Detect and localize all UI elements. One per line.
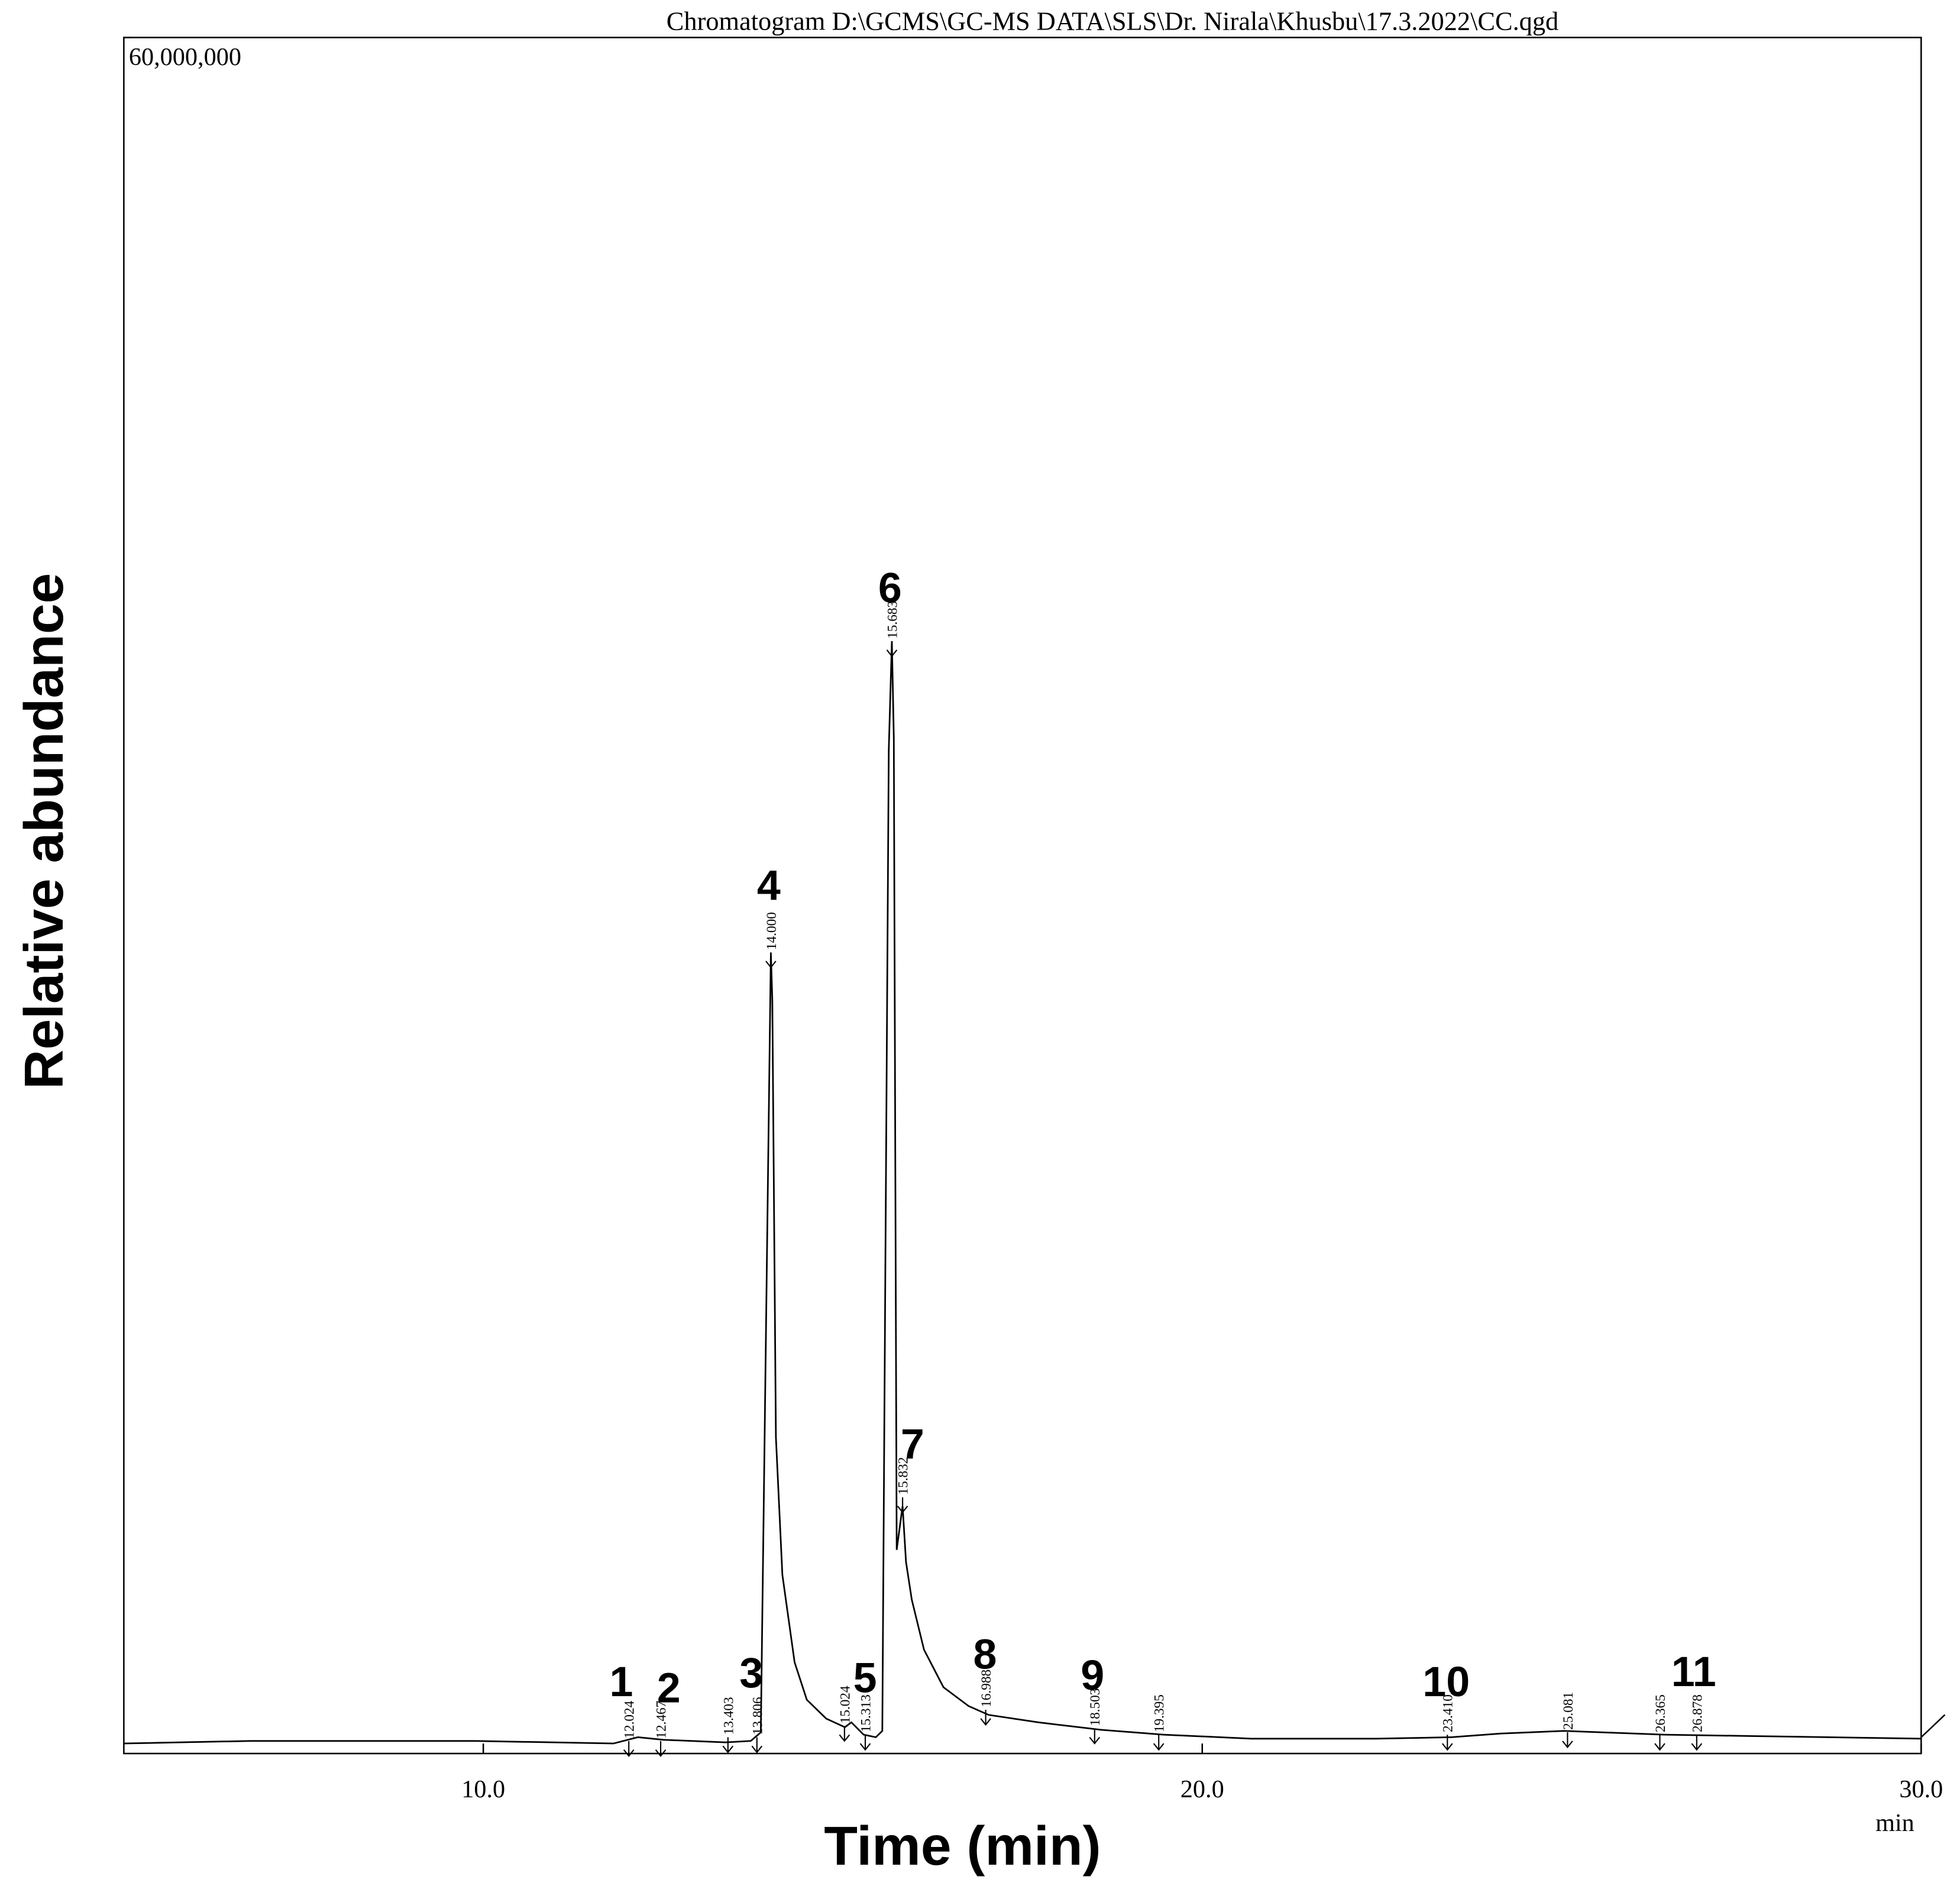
x-tick-label: 30.0 <box>1899 1775 1943 1803</box>
peak-marker <box>1691 1735 1703 1751</box>
retention-time-label: 15.832 <box>896 1457 911 1495</box>
retention-time-label: 25.081 <box>1561 1692 1576 1730</box>
peak-marker <box>897 1497 908 1513</box>
peak-marker <box>839 1726 850 1742</box>
retention-time-label: 14.000 <box>764 912 780 950</box>
peak-marker <box>980 1710 991 1726</box>
peak-marker <box>751 1737 763 1754</box>
peak-number: 10 <box>1422 1658 1470 1706</box>
y-axis-label: Relative abundance <box>13 573 75 1089</box>
peak-number: 6 <box>878 565 902 612</box>
retention-time-label: 16.988 <box>979 1670 994 1707</box>
peak-marker <box>655 1741 667 1757</box>
peak-marker <box>1441 1735 1453 1751</box>
peak-number: 11 <box>1671 1648 1716 1696</box>
x-tick-label: 10.0 <box>461 1775 505 1803</box>
peak-number: 7 <box>901 1421 924 1468</box>
peak-number: 8 <box>973 1631 997 1678</box>
x-axis-label: Time (min) <box>824 1815 1101 1877</box>
peak-number: 9 <box>1081 1652 1104 1699</box>
peak-marker <box>1654 1735 1665 1751</box>
x-tick-label: 20.0 <box>1180 1775 1224 1803</box>
plot-frame <box>123 37 1922 1755</box>
peak-marker <box>859 1735 871 1751</box>
peak-marker <box>1562 1732 1573 1749</box>
retention-time-label: 26.365 <box>1653 1694 1668 1732</box>
peak-number: 2 <box>657 1664 681 1712</box>
retention-time-label: 15.313 <box>858 1694 874 1732</box>
chromatogram-trace <box>124 641 1922 1745</box>
retention-time-label: 15.683 <box>885 601 900 639</box>
peak-marker <box>722 1737 734 1754</box>
peak-number: 1 <box>609 1658 633 1706</box>
retention-time-label: 18.503 <box>1088 1688 1103 1726</box>
peak-number: 3 <box>739 1649 763 1697</box>
retention-time-label: 12.024 <box>622 1700 638 1738</box>
retention-time-label: 13.806 <box>750 1697 765 1735</box>
peak-number: 5 <box>853 1654 877 1701</box>
axis-break <box>1920 1714 1946 1738</box>
retention-time-label: 12.467 <box>654 1701 669 1739</box>
y-tick-label: 60,000,000 <box>129 43 241 71</box>
retention-time-label: 19.395 <box>1152 1694 1167 1732</box>
peak-marker <box>886 641 898 658</box>
peak-marker <box>1153 1735 1165 1751</box>
peak-marker <box>765 952 777 969</box>
retention-time-label: 26.878 <box>1690 1694 1705 1732</box>
peak-number: 4 <box>757 862 781 910</box>
peak-marker <box>623 1741 635 1757</box>
peak-marker <box>1089 1728 1101 1745</box>
chart-title: Chromatogram D:\GCMS\GC-MS DATA\SLS\Dr. … <box>667 7 1558 36</box>
retention-time-label: 15.024 <box>837 1686 853 1723</box>
retention-time-label: 13.403 <box>721 1697 736 1735</box>
retention-time-label: 23.410 <box>1441 1694 1456 1732</box>
x-unit: min <box>1875 1809 1914 1837</box>
